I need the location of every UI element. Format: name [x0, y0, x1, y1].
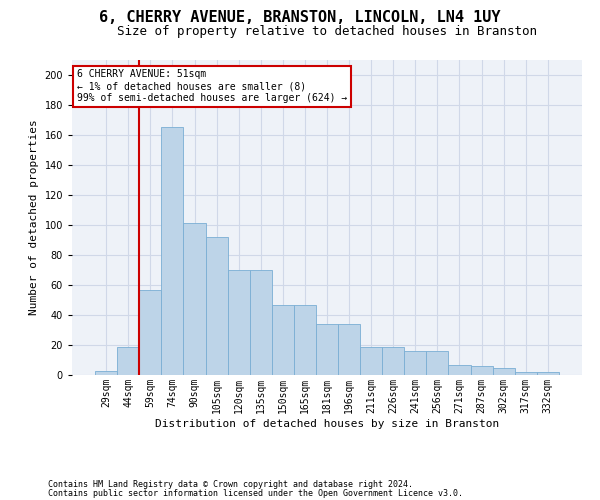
Bar	[360, 346, 382, 375]
Bar	[448, 364, 470, 375]
Bar	[250, 270, 272, 375]
Bar	[184, 224, 206, 375]
Bar	[338, 324, 360, 375]
Bar	[206, 237, 227, 375]
Bar	[382, 346, 404, 375]
Bar	[161, 128, 184, 375]
Bar	[139, 290, 161, 375]
Bar	[272, 304, 294, 375]
Text: 6 CHERRY AVENUE: 51sqm
← 1% of detached houses are smaller (8)
99% of semi-detac: 6 CHERRY AVENUE: 51sqm ← 1% of detached …	[77, 70, 347, 102]
Text: Contains HM Land Registry data © Crown copyright and database right 2024.: Contains HM Land Registry data © Crown c…	[48, 480, 413, 489]
Bar	[316, 324, 338, 375]
Bar	[537, 372, 559, 375]
Text: Contains public sector information licensed under the Open Government Licence v3: Contains public sector information licen…	[48, 489, 463, 498]
Bar	[294, 304, 316, 375]
Bar	[515, 372, 537, 375]
Bar	[470, 366, 493, 375]
Bar	[493, 368, 515, 375]
Title: Size of property relative to detached houses in Branston: Size of property relative to detached ho…	[117, 25, 537, 38]
Bar	[95, 370, 117, 375]
Text: 6, CHERRY AVENUE, BRANSTON, LINCOLN, LN4 1UY: 6, CHERRY AVENUE, BRANSTON, LINCOLN, LN4…	[99, 10, 501, 25]
Bar	[227, 270, 250, 375]
X-axis label: Distribution of detached houses by size in Branston: Distribution of detached houses by size …	[155, 418, 499, 428]
Bar	[404, 351, 427, 375]
Bar	[427, 351, 448, 375]
Bar	[117, 346, 139, 375]
Y-axis label: Number of detached properties: Number of detached properties	[29, 120, 39, 316]
